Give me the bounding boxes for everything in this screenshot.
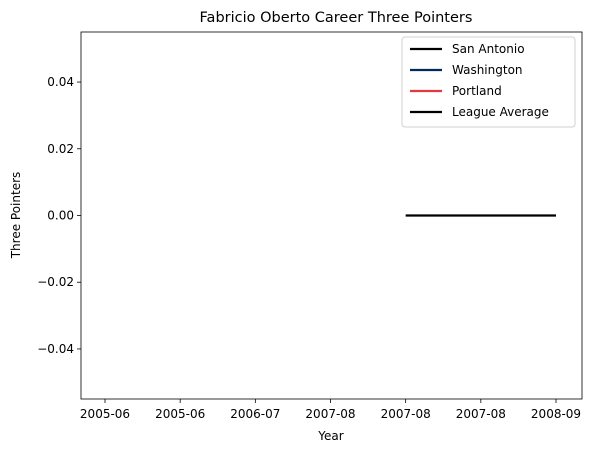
y-tick-label: −0.02 (37, 275, 74, 289)
x-tick-label: 2005-06 (155, 407, 205, 421)
x-tick-label: 2007-08 (381, 407, 431, 421)
legend: San Antonio Washington Portland League Aver… (401, 36, 576, 128)
x-tick-label: 2005-06 (80, 407, 130, 421)
y-tick-label: −0.04 (37, 342, 74, 356)
y-axis-ticks: −0.04 −0.02 0.00 0.02 0.04 (37, 75, 81, 356)
x-axis-title: Year (317, 429, 343, 443)
legend-label: Portland (452, 84, 502, 98)
x-tick-label: 2007-08 (456, 407, 506, 421)
y-axis-title: Three Pointers (9, 172, 23, 260)
y-tick-label: 0.00 (47, 209, 74, 223)
y-tick-label: 0.04 (47, 75, 74, 89)
legend-label: San Antonio (452, 42, 525, 56)
x-tick-label: 2007-08 (305, 407, 355, 421)
legend-box (401, 36, 576, 128)
chart-title: Fabricio Oberto Career Three Pointers (200, 10, 473, 26)
x-axis-ticks: 2005-06 2005-06 2006-07 2007-08 2007-08 2007-… (80, 399, 581, 421)
x-tick-label: 2008-09 (531, 407, 581, 421)
x-tick-label: 2006-07 (230, 407, 280, 421)
y-tick-label: 0.02 (47, 142, 74, 156)
legend-label: League Average (452, 105, 549, 119)
legend-label: Washington (452, 63, 523, 77)
